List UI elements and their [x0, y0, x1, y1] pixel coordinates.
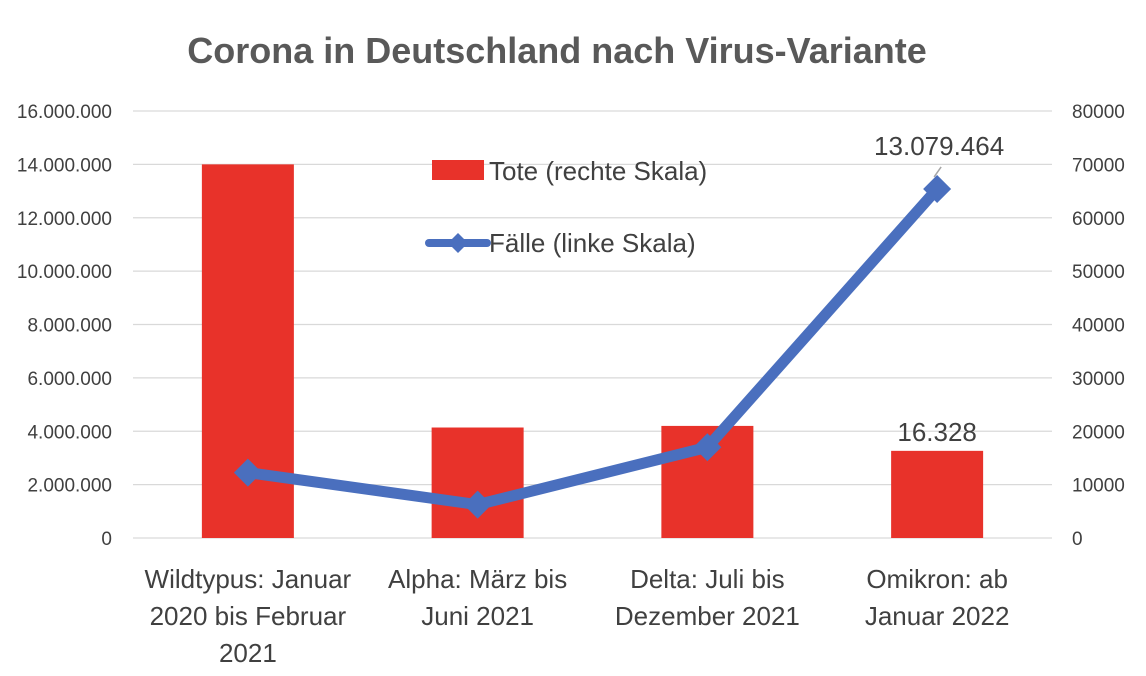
data-label-leader [933, 166, 942, 178]
bar-series [201, 164, 984, 538]
right-axis-tick-label: 70000 [1072, 155, 1125, 176]
legend-swatch-bar [432, 160, 484, 180]
category-label: Alpha: März bis [388, 564, 567, 594]
line-data-label: 13.079.464 [874, 131, 1004, 161]
left-axis-tick-label: 6.000.000 [27, 369, 112, 390]
right-axis-tick-label: 0 [1072, 529, 1083, 550]
left-axis-tick-label: 2.000.000 [27, 476, 112, 497]
bar-data-label: 16.328 [897, 417, 977, 447]
category-label: Wildtypus: Januar [145, 564, 352, 594]
right-axis: 0 10000 20000 30000 40000 50000 60000 70000 8000… [1072, 102, 1125, 550]
right-axis-tick-label: 80000 [1072, 102, 1125, 123]
category-label: 2021 [219, 638, 277, 668]
right-axis-tick-label: 60000 [1072, 209, 1125, 230]
category-label: Juni 2021 [421, 601, 534, 631]
category-label: Omikron: ab [866, 564, 1008, 594]
line-series [233, 174, 952, 519]
left-axis-tick-label: 14.000.000 [17, 155, 112, 176]
category-label: Dezember 2021 [615, 601, 800, 631]
line-point [923, 174, 952, 203]
legend-label-line: Fälle (linke Skala) [489, 228, 696, 258]
chart-title: Corona in Deutschland nach Virus-Variant… [187, 30, 927, 71]
line-point [693, 433, 722, 462]
left-axis-tick-label: 4.000.000 [27, 422, 112, 443]
left-axis-tick-label: 8.000.000 [27, 316, 112, 337]
legend-label-bar: Tote (rechte Skala) [489, 156, 707, 186]
right-axis-tick-label: 10000 [1072, 476, 1125, 497]
category-label: 2020 bis Februar [150, 601, 347, 631]
category-label: Januar 2022 [865, 601, 1010, 631]
left-axis: 0 2.000.000 4.000.000 6.000.000 8.000.000 10.… [17, 102, 112, 550]
data-labels: 16.328 13.079.464 [874, 131, 1004, 447]
bar [431, 427, 524, 538]
category-axis: Wildtypus: Januar 2020 bis Februar 2021 Alp… [145, 564, 1010, 668]
right-axis-tick-label: 20000 [1072, 422, 1125, 443]
left-axis-tick-label: 16.000.000 [17, 102, 112, 123]
bar [891, 450, 984, 538]
legend: Tote (rechte Skala) Fälle (linke Skala) [425, 156, 707, 258]
series-line [242, 183, 943, 511]
right-axis-tick-label: 40000 [1072, 316, 1125, 337]
line-point [463, 490, 492, 519]
left-axis-tick-label: 0 [101, 529, 112, 550]
legend-swatch-marker [448, 233, 468, 253]
category-label: Delta: Juli bis [630, 564, 785, 594]
left-axis-tick-label: 12.000.000 [17, 209, 112, 230]
right-axis-tick-label: 30000 [1072, 369, 1125, 390]
line-point [233, 458, 262, 487]
right-axis-tick-label: 50000 [1072, 262, 1125, 283]
left-axis-tick-label: 10.000.000 [17, 262, 112, 283]
